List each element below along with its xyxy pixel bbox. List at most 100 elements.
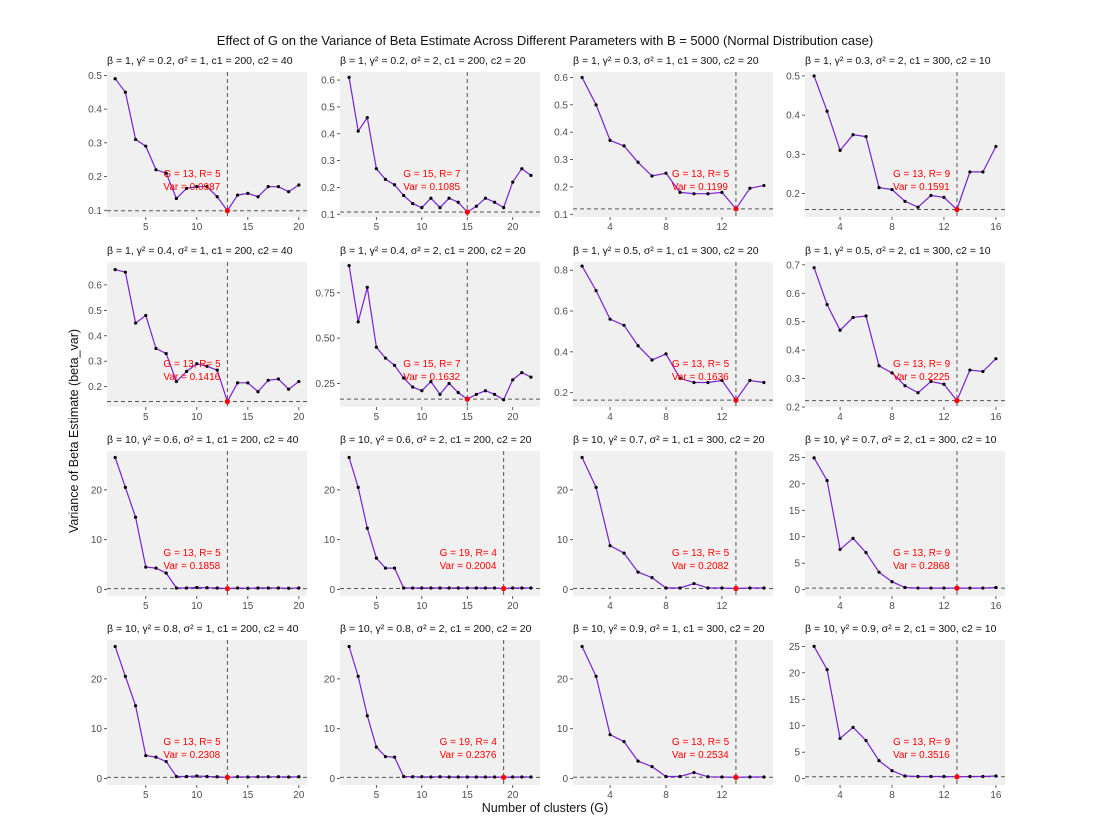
data-point [812,74,816,78]
optimum-annotation: Var = 0.1858 [163,561,220,572]
x-tick-label: 5 [374,412,380,423]
panel-10: β = 10, γ² = 0.6, σ² = 2, c1 = 200, c2 =… [324,434,540,612]
data-point [529,775,533,779]
data-point [916,391,920,395]
data-point [447,775,451,779]
panel-background [340,72,540,217]
data-point [622,551,626,555]
data-point [942,382,946,386]
x-tick-label: 4 [607,412,613,423]
data-point [174,774,178,779]
panel-strip-label: β = 1, γ² = 0.5, σ² = 1, c1 = 300, c2 = … [573,245,759,257]
y-tick-label: 10 [557,535,569,546]
panel-6: β = 1, γ² = 0.4, σ² = 2, c1 = 200, c2 = … [316,245,540,423]
data-point [184,586,189,590]
data-point [903,774,907,778]
data-point [762,775,766,779]
data-point [692,581,696,586]
data-point [383,754,388,759]
panel-1: β = 1, γ² = 0.2, σ² = 1, c1 = 200, c2 = … [88,55,307,233]
panel-background [340,640,540,785]
y-tick-label: 10 [91,724,103,735]
x-tick-label: 15 [242,222,254,233]
data-point [981,369,985,374]
data-point [164,571,168,575]
data-point [529,586,533,590]
data-point [420,586,424,590]
data-point [520,370,524,375]
data-point [287,586,291,590]
data-point [374,345,378,349]
data-point [287,190,291,194]
x-tick-label: 20 [507,412,519,423]
data-point [636,344,640,348]
y-tick-label: 0 [96,585,102,596]
data-point [215,368,219,372]
y-tick-label: 0 [562,774,568,785]
y-tick-label: 0.2 [786,189,800,200]
data-point [942,774,946,779]
y-tick-label: 0.2 [321,183,335,194]
y-tick-label: 0.75 [316,288,336,299]
data-point [246,775,250,779]
data-point [511,775,515,779]
data-point [520,586,524,590]
panel-strip-label: β = 1, γ² = 0.3, σ² = 2, c1 = 300, c2 = … [805,55,991,67]
data-point [144,144,148,148]
optimum-annotation: Var = 0.2376 [440,750,497,761]
data-point [890,371,894,375]
data-point [851,315,855,320]
data-point [706,192,710,196]
panel-strip-label: β = 1, γ² = 0.2, σ² = 2, c1 = 200, c2 = … [340,55,526,67]
data-point [968,368,972,372]
panel-background [340,262,540,407]
panel-strip-label: β = 10, γ² = 0.6, σ² = 1, c1 = 200, c2 =… [107,434,299,446]
data-point [402,376,406,380]
data-point [942,586,946,590]
optimum-annotation: Var = 0.1632 [403,372,460,383]
data-point [297,183,301,187]
y-tick-label: 20 [557,674,569,685]
data-point [916,586,920,590]
data-point [678,190,682,194]
y-tick-label: 25 [789,453,801,464]
data-point [706,775,710,779]
panel-background [805,640,1005,785]
panel-4: β = 1, γ² = 0.3, σ² = 2, c1 = 300, c2 = … [786,55,1005,233]
y-tick-label: 0 [329,774,335,785]
data-point [903,199,907,203]
panel-strip-label: β = 1, γ² = 0.4, σ² = 1, c1 = 200, c2 = … [107,245,293,257]
x-tick-label: 8 [663,601,669,612]
data-point [447,196,451,200]
x-tick-label: 12 [716,222,728,233]
data-point [383,177,388,182]
data-point [622,323,626,327]
data-point [520,167,524,171]
x-tick-label: 16 [990,222,1002,233]
y-tick-label: 0.4 [786,346,800,357]
data-point [838,148,842,152]
data-point [851,133,855,137]
data-point [195,362,199,366]
data-point [438,392,442,396]
data-point [154,168,158,172]
data-point [411,775,415,779]
data-point [276,377,281,381]
data-point [429,586,433,590]
x-tick-label: 10 [191,412,203,423]
y-tick-label: 10 [324,724,336,735]
panel-8: β = 1, γ² = 0.5, σ² = 2, c1 = 300, c2 = … [786,245,1005,423]
data-point [420,775,424,779]
data-point [748,775,752,779]
x-tick-label: 4 [607,790,613,801]
data-point [968,774,972,779]
panel-12: β = 10, γ² = 0.7, σ² = 2, c1 = 300, c2 =… [789,434,1005,612]
data-point [864,135,868,139]
data-point [356,485,360,489]
panel-strip-label: β = 1, γ² = 0.2, σ² = 1, c1 = 200, c2 = … [107,55,293,67]
chart-title: Effect of G on the Variance of Beta Esti… [217,33,873,48]
data-point [825,303,829,307]
optimum-annotation: G = 13, R= 9 [893,737,951,748]
data-point [205,185,209,189]
